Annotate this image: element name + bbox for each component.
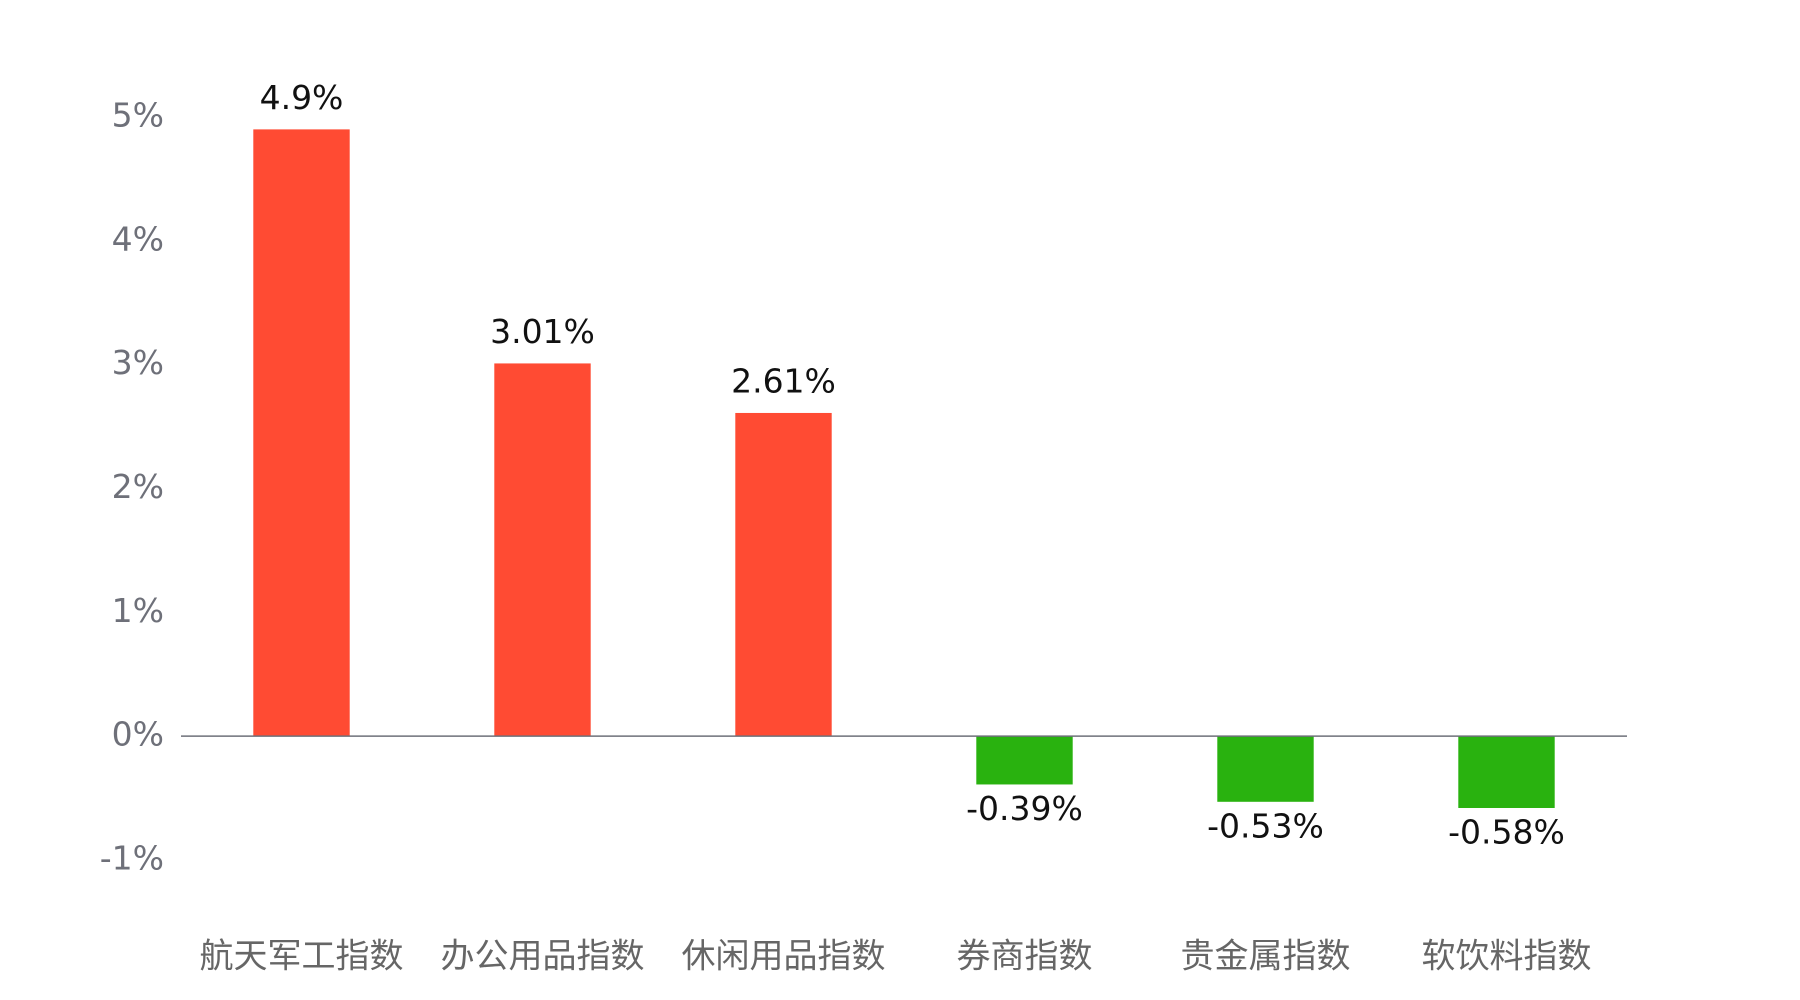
- value-label: 2.61%: [731, 361, 836, 400]
- x-tick-label: 软饮料指数: [1422, 937, 1592, 977]
- bar: [976, 736, 1073, 785]
- y-tick-label: 2%: [112, 467, 164, 506]
- value-label: 4.9%: [260, 78, 344, 117]
- y-tick-label: 3%: [112, 343, 164, 382]
- y-tick-label: 0%: [112, 715, 164, 754]
- bar: [1217, 736, 1314, 802]
- value-label: -0.58%: [1448, 812, 1565, 851]
- x-tick-label: 航天军工指数: [200, 937, 404, 977]
- bar: [1458, 736, 1555, 808]
- x-tick-label: 办公用品指数: [441, 937, 645, 977]
- value-label: -0.39%: [966, 789, 1083, 828]
- y-tick-label: 5%: [112, 96, 164, 135]
- bar: [253, 129, 350, 737]
- value-label: 3.01%: [490, 312, 595, 351]
- x-tick-label: 休闲用品指数: [682, 937, 886, 977]
- x-tick-label: 贵金属指数: [1181, 937, 1351, 977]
- y-tick-label: 1%: [112, 591, 164, 630]
- bar: [735, 412, 832, 737]
- y-tick-label: 4%: [112, 219, 164, 258]
- y-tick-label: -1%: [100, 839, 164, 878]
- bar: [494, 363, 591, 737]
- x-tick-label: 券商指数: [957, 937, 1093, 977]
- value-label: -0.53%: [1207, 806, 1324, 845]
